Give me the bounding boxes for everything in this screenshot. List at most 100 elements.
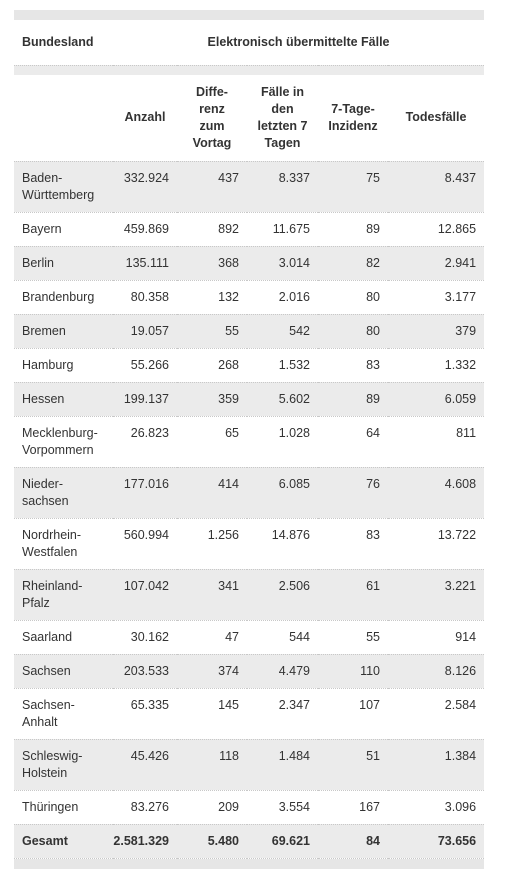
cell-value: 26.823 bbox=[130, 425, 169, 440]
cell-value: 2.016 bbox=[278, 289, 310, 304]
cell-value: 177.016 bbox=[123, 476, 169, 491]
number-cell: 110 bbox=[318, 654, 388, 689]
number-cell: 374 bbox=[177, 654, 247, 689]
number-cell: 2.506 bbox=[247, 569, 318, 621]
cell-value: 19.057 bbox=[130, 323, 169, 338]
number-cell: 2.941 bbox=[388, 246, 485, 281]
number-cell: 4.608 bbox=[388, 467, 485, 519]
cell-value: 145 bbox=[218, 697, 239, 712]
state-cell: Rheinland-Pfalz bbox=[14, 569, 113, 621]
number-cell: 6.085 bbox=[247, 467, 318, 519]
bottom-band bbox=[14, 858, 484, 869]
cell-value: 64 bbox=[366, 425, 380, 440]
number-cell: 132 bbox=[177, 280, 247, 315]
state-name: Thüringen bbox=[22, 799, 79, 814]
state-cell: Bayern bbox=[14, 212, 113, 247]
data-table: Bundesland Elektronisch übermittelte Fäll… bbox=[14, 20, 485, 859]
state-cell: Sachsen bbox=[14, 654, 113, 689]
data-row: Bremen 19.057 55 542 80 379 bbox=[14, 314, 485, 349]
cell-value: 560.994 bbox=[123, 527, 169, 542]
number-cell: 2.016 bbox=[247, 280, 318, 315]
cell-value: 368 bbox=[218, 255, 239, 270]
data-row: Nordrhein-Westfalen 560.994 1.256 14.876 83 1… bbox=[14, 518, 485, 570]
data-row: Sachsen 203.533 374 4.479 110 8.126 bbox=[14, 654, 485, 689]
cell-value: 6.059 bbox=[444, 391, 477, 406]
number-cell: 65 bbox=[177, 416, 247, 468]
state-name: Berlin bbox=[22, 255, 54, 270]
cell-value: 83.276 bbox=[130, 799, 169, 814]
cell-value: 914 bbox=[455, 629, 477, 644]
cell-value: 65 bbox=[225, 425, 239, 440]
number-cell: 55 bbox=[318, 620, 388, 655]
cell-value: 55 bbox=[225, 323, 239, 338]
cell-value: 3.177 bbox=[444, 289, 477, 304]
header-cell bbox=[14, 75, 113, 162]
number-cell: 359 bbox=[177, 382, 247, 417]
state-cell: Hessen bbox=[14, 382, 113, 417]
state-name: Bremen bbox=[22, 323, 66, 338]
number-cell: 177.016 bbox=[113, 467, 177, 519]
column-header: Fälle in den letzten 7 Tagen bbox=[247, 75, 318, 162]
number-cell: 64 bbox=[318, 416, 388, 468]
column-header: Diffe-renz zum Vortag bbox=[177, 75, 247, 162]
top-band bbox=[14, 10, 484, 20]
data-row: Thüringen 83.276 209 3.554 167 3.096 bbox=[14, 790, 485, 825]
cell-value: 1.256 bbox=[207, 527, 239, 542]
number-cell: 75 bbox=[318, 161, 388, 213]
cell-value: 65.335 bbox=[130, 697, 169, 712]
number-cell: 8.126 bbox=[388, 654, 485, 689]
cell-value: 374 bbox=[218, 663, 239, 678]
state-name: Nieder-sachsen bbox=[22, 476, 69, 508]
number-cell: 437 bbox=[177, 161, 247, 213]
data-row: Schleswig-Holstein 45.426 118 1.484 51 1.384 bbox=[14, 739, 485, 791]
cell-value: 75 bbox=[366, 170, 380, 185]
number-cell: 26.823 bbox=[113, 416, 177, 468]
number-cell: 80 bbox=[318, 280, 388, 315]
cell-value: 203.533 bbox=[123, 663, 169, 678]
data-row: Bayern 459.869 892 11.675 89 12.865 bbox=[14, 212, 485, 247]
number-cell: 892 bbox=[177, 212, 247, 247]
state-cell: Sachsen-Anhalt bbox=[14, 688, 113, 740]
cell-value: 1.532 bbox=[278, 357, 310, 372]
state-cell: Thüringen bbox=[14, 790, 113, 825]
column-header-text: 7-Tage-Inzidenz bbox=[328, 101, 378, 133]
cell-value: 341 bbox=[218, 578, 239, 593]
data-row: Mecklenburg-Vorpommern 26.823 65 1.028 64 811 bbox=[14, 416, 485, 468]
number-cell: 414 bbox=[177, 467, 247, 519]
cell-value: 1.028 bbox=[278, 425, 310, 440]
cell-value: 2.506 bbox=[278, 578, 310, 593]
number-cell: 65.335 bbox=[113, 688, 177, 740]
state-cell: Nieder-sachsen bbox=[14, 467, 113, 519]
number-cell: 30.162 bbox=[113, 620, 177, 655]
state-name: Sachsen-Anhalt bbox=[22, 697, 75, 729]
cell-value: 51 bbox=[366, 748, 380, 763]
number-cell: 2.347 bbox=[247, 688, 318, 740]
number-cell: 6.059 bbox=[388, 382, 485, 417]
cell-value: 544 bbox=[289, 629, 310, 644]
number-cell: 914 bbox=[388, 620, 485, 655]
number-cell: 368 bbox=[177, 246, 247, 281]
cell-value: 5.602 bbox=[278, 391, 310, 406]
number-cell: 47 bbox=[177, 620, 247, 655]
number-cell: 379 bbox=[388, 314, 485, 349]
cell-value: 2.584 bbox=[444, 697, 477, 712]
number-cell: 8.437 bbox=[388, 161, 485, 213]
cell-value: 1.384 bbox=[444, 748, 477, 763]
number-cell: 332.924 bbox=[113, 161, 177, 213]
state-name: Bayern bbox=[22, 221, 62, 236]
number-cell: 83 bbox=[318, 518, 388, 570]
number-cell: 3.014 bbox=[247, 246, 318, 281]
total-row: Gesamt 2.581.329 5.480 69.621 84 73.656 bbox=[14, 824, 485, 859]
state-cell: Baden-Württemberg bbox=[14, 161, 113, 213]
number-cell: 1.332 bbox=[388, 348, 485, 383]
number-cell: 1.532 bbox=[247, 348, 318, 383]
state-cell: Brandenburg bbox=[14, 280, 113, 315]
cell-value: 209 bbox=[218, 799, 239, 814]
number-cell: 84 bbox=[318, 824, 388, 859]
cell-value: 12.865 bbox=[437, 221, 477, 236]
data-row: Hamburg 55.266 268 1.532 83 1.332 bbox=[14, 348, 485, 383]
number-cell: 544 bbox=[247, 620, 318, 655]
cell-value: 84 bbox=[366, 833, 380, 848]
number-cell: 80.358 bbox=[113, 280, 177, 315]
state-name: Hessen bbox=[22, 391, 65, 406]
